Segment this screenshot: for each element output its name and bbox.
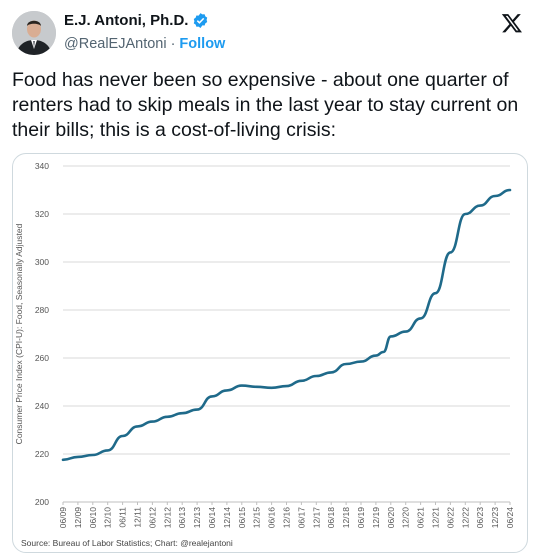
- y-tick-label: 320: [35, 209, 49, 219]
- x-tick-label: 06/22: [445, 507, 455, 529]
- x-tick-label: 12/11: [133, 507, 143, 528]
- chart-card[interactable]: 200 220 240 260 280 300 320 340 06/09 12/09 06/10 1…: [12, 153, 528, 553]
- x-tick-label: 12/10: [103, 507, 113, 529]
- y-tick-label: 200: [35, 497, 49, 507]
- x-tick-label: 06/23: [475, 507, 485, 529]
- x-tick-label: 06/20: [386, 507, 396, 529]
- x-tick-label: 06/19: [356, 507, 366, 529]
- x-tick-label: 12/22: [460, 507, 470, 529]
- x-tick-label: 06/09: [58, 507, 68, 529]
- x-tick-label: 06/10: [88, 507, 98, 529]
- x-tick-label: 06/11: [118, 507, 128, 528]
- author-name[interactable]: E.J. Antoni, Ph.D.: [64, 12, 189, 29]
- line-chart: 200 220 240 260 280 300 320 340 06/09 12/09 06/10 1…: [14, 161, 515, 529]
- x-tick-label: 12/18: [341, 507, 351, 529]
- verified-badge-icon: [192, 12, 209, 29]
- x-tick-label: 12/14: [222, 507, 232, 529]
- y-tick-label: 340: [35, 161, 49, 171]
- avatar[interactable]: [12, 11, 56, 55]
- x-tick-label: 06/14: [207, 507, 217, 529]
- x-tick-label: 06/12: [147, 507, 157, 529]
- x-tick-label: 12/23: [490, 507, 500, 529]
- y-tick-label: 280: [35, 305, 49, 315]
- x-tick-label: 12/17: [311, 507, 321, 529]
- x-tick-label: 12/16: [282, 507, 292, 529]
- x-tick-label: 06/17: [296, 507, 306, 529]
- x-tick-label: 12/15: [252, 507, 262, 529]
- series-line: [61, 188, 512, 462]
- x-tick-label: 06/16: [267, 507, 277, 529]
- x-tick-label: 12/20: [401, 507, 411, 529]
- x-tick-label: 12/19: [371, 507, 381, 529]
- x-tick-label: 12/13: [192, 507, 202, 529]
- x-logo-icon[interactable]: [501, 12, 523, 34]
- x-tick-label: 06/18: [326, 507, 336, 529]
- x-tick-label: 12/12: [162, 507, 172, 529]
- x-tick-label: 12/21: [431, 507, 441, 529]
- x-tick-label: 06/21: [416, 507, 426, 529]
- chart-source: Source: Bureau of Labor Statistics; Char…: [21, 538, 233, 548]
- x-tick-label: 06/24: [505, 507, 515, 529]
- author-handle[interactable]: @RealEJAntoni: [64, 36, 167, 52]
- y-axis-label: Consumer Price Index (CPI-U): Food, Seas…: [14, 223, 24, 444]
- follow-button[interactable]: Follow: [179, 36, 226, 52]
- y-tick-label: 260: [35, 353, 49, 363]
- separator-dot: ·: [170, 36, 176, 52]
- y-tick-label: 300: [35, 257, 49, 267]
- x-tick-label: 06/13: [177, 507, 187, 529]
- y-tick-label: 220: [35, 449, 49, 459]
- tweet-text: Food has never been so expensive - about…: [12, 69, 519, 141]
- y-tick-label: 240: [35, 401, 49, 411]
- x-tick-label: 06/15: [237, 507, 247, 529]
- avatar-image: [12, 11, 56, 55]
- x-tick-label: 12/09: [73, 507, 83, 529]
